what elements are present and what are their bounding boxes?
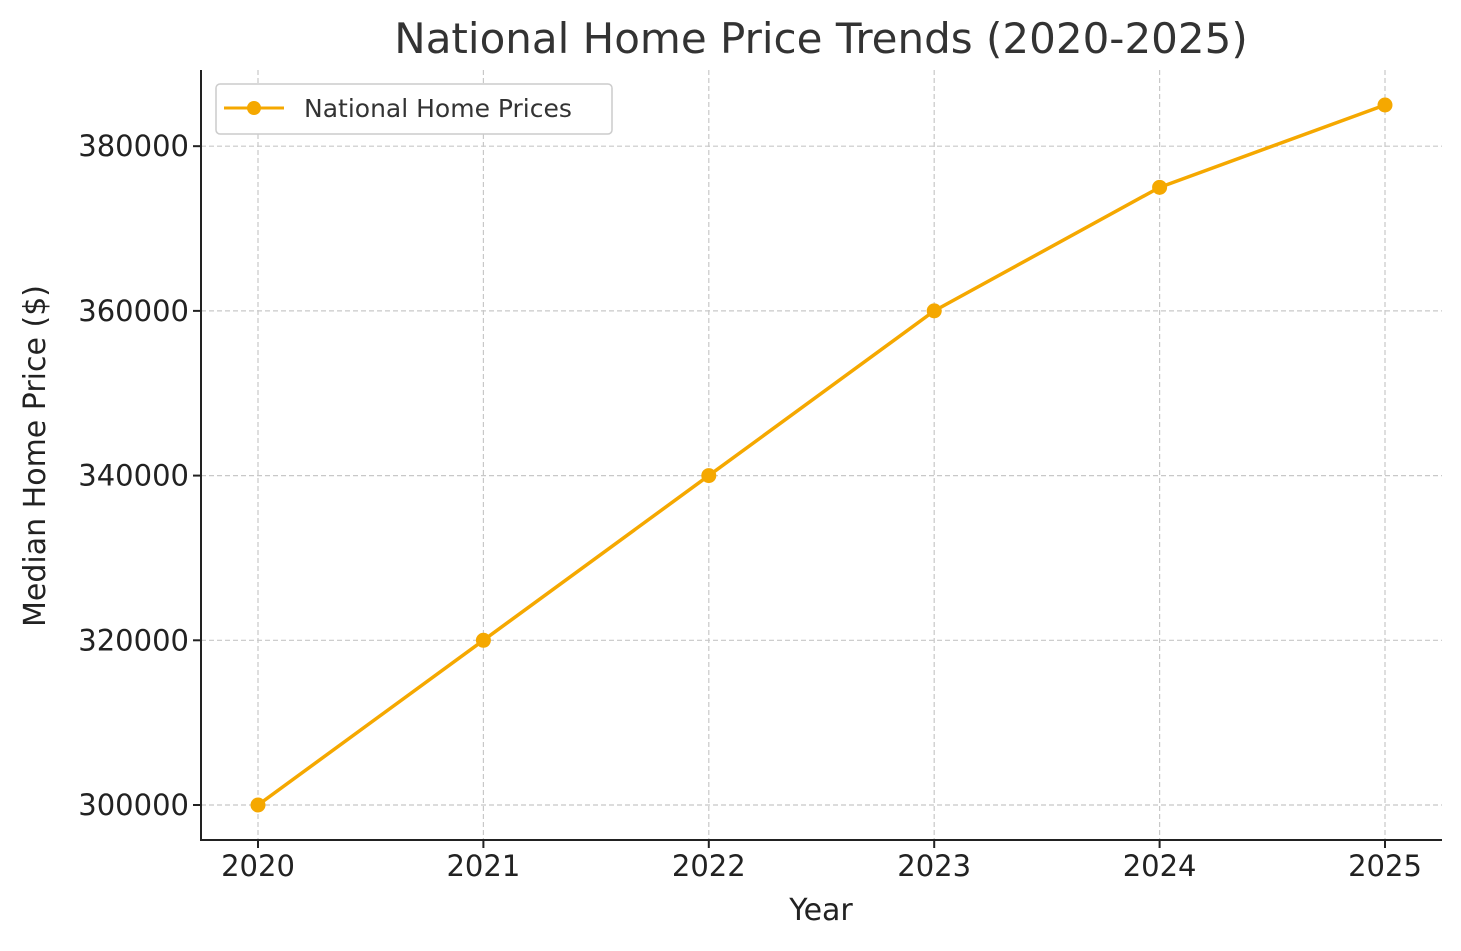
x-tick-label: 2023 xyxy=(897,849,971,883)
chart-title: National Home Price Trends (2020-2025) xyxy=(394,14,1247,63)
legend-marker-swatch xyxy=(247,101,261,115)
data-point xyxy=(926,303,942,319)
y-tick-label: 320000 xyxy=(78,623,189,657)
axis-ticks: 2020 2021 2022 2023 2024 2025 300000 320000 3400… xyxy=(78,129,1422,883)
x-axis-title: Year xyxy=(788,893,853,928)
y-axis-title: Median Home Price ($) xyxy=(18,285,53,627)
data-point xyxy=(1377,97,1393,113)
data-point xyxy=(701,468,717,484)
y-tick-label: 300000 xyxy=(78,788,189,822)
y-tick-label: 340000 xyxy=(78,459,189,493)
grid-lines xyxy=(201,70,1442,840)
data-point xyxy=(250,797,266,813)
y-tick-label: 380000 xyxy=(78,129,189,163)
axes xyxy=(200,70,1442,841)
series-layer xyxy=(250,97,1393,813)
x-tick-label: 2022 xyxy=(672,849,746,883)
x-tick-label: 2025 xyxy=(1348,849,1422,883)
legend: National Home Prices xyxy=(215,83,613,135)
series-line xyxy=(256,103,1387,807)
x-tick-label: 2020 xyxy=(221,849,295,883)
data-point xyxy=(475,632,491,648)
legend-box xyxy=(215,83,613,135)
x-tick-label: 2021 xyxy=(446,849,520,883)
legend-label: National Home Prices xyxy=(304,94,572,123)
y-tick-label: 360000 xyxy=(78,294,189,328)
x-tick-label: 2024 xyxy=(1123,849,1197,883)
data-point xyxy=(1152,179,1168,195)
